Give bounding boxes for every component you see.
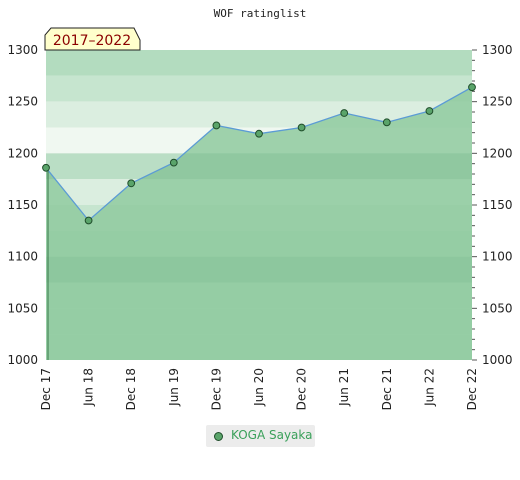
band [46,75,472,102]
data-point [84,216,93,225]
x-tick-label: Dec 21 [380,368,394,410]
data-point [425,107,434,115]
x-axis-labels: Dec 17 Jun 18 Dec 18 Jun 19 Dec 19 Jun 20 Dec … [39,368,479,410]
x-tick-label: Dec 20 [295,368,309,410]
x-tick-label: Jun 20 [252,368,266,407]
x-tick-label: Jun 21 [337,368,351,407]
y-tick-label-left: 1250 [7,95,38,109]
x-tick-label: Jun 18 [82,368,96,407]
y-tick-label-left: 1050 [7,301,38,315]
data-point [340,109,349,117]
y-tick-label-left: 1300 [7,43,38,57]
legend: KOGA Sayaka [206,425,315,447]
area-band [46,256,472,283]
data-point [297,123,306,132]
x-tick-label: Dec 19 [209,368,223,410]
x-tick-label: Jun 22 [422,368,436,407]
data-point [255,129,263,138]
y-tick-label-left: 1200 [7,146,38,160]
area-band [46,153,472,180]
band [46,50,472,76]
data-points [42,83,476,225]
data-point [382,118,391,127]
legend-marker [214,432,223,441]
y-tick-label-right: 1200 [482,146,513,160]
y-tick-label-right: 1250 [482,95,513,109]
area-layer [45,86,473,360]
right-minor-ticks [472,49,477,361]
y-tick-label-left: 1000 [7,353,38,367]
x-tick-label: Dec 17 [39,368,53,410]
x-tick-label: Dec 18 [124,368,138,410]
y-tick-label-right: 1150 [482,198,513,212]
legend-label: KOGA Sayaka [231,428,313,442]
x-tick-label: Dec 22 [465,368,479,410]
y-axis-right: 1000 1050 1100 1150 1200 1250 1300 [482,43,513,367]
y-tick-label-left: 1150 [7,198,38,212]
data-point [468,83,476,92]
y-tick-label-right: 1300 [482,43,513,57]
data-point [212,121,221,130]
data-point [127,179,136,188]
y-tick-label-right: 1000 [482,353,513,367]
x-tick-label: Jun 19 [167,368,181,407]
y-tick-label-right: 1050 [482,301,513,315]
data-point [169,158,178,167]
period-badge: 2017–2022 [44,27,141,51]
y-tick-label-right: 1100 [482,250,513,264]
data-point [42,163,50,172]
y-tick-label-left: 1100 [7,250,38,264]
chart-title: WOF ratinglist [214,7,307,20]
series-area [46,87,472,360]
period-badge-label: 2017–2022 [53,33,131,49]
y-axis-left: 1000 1050 1100 1150 1200 1250 1300 [7,43,38,367]
